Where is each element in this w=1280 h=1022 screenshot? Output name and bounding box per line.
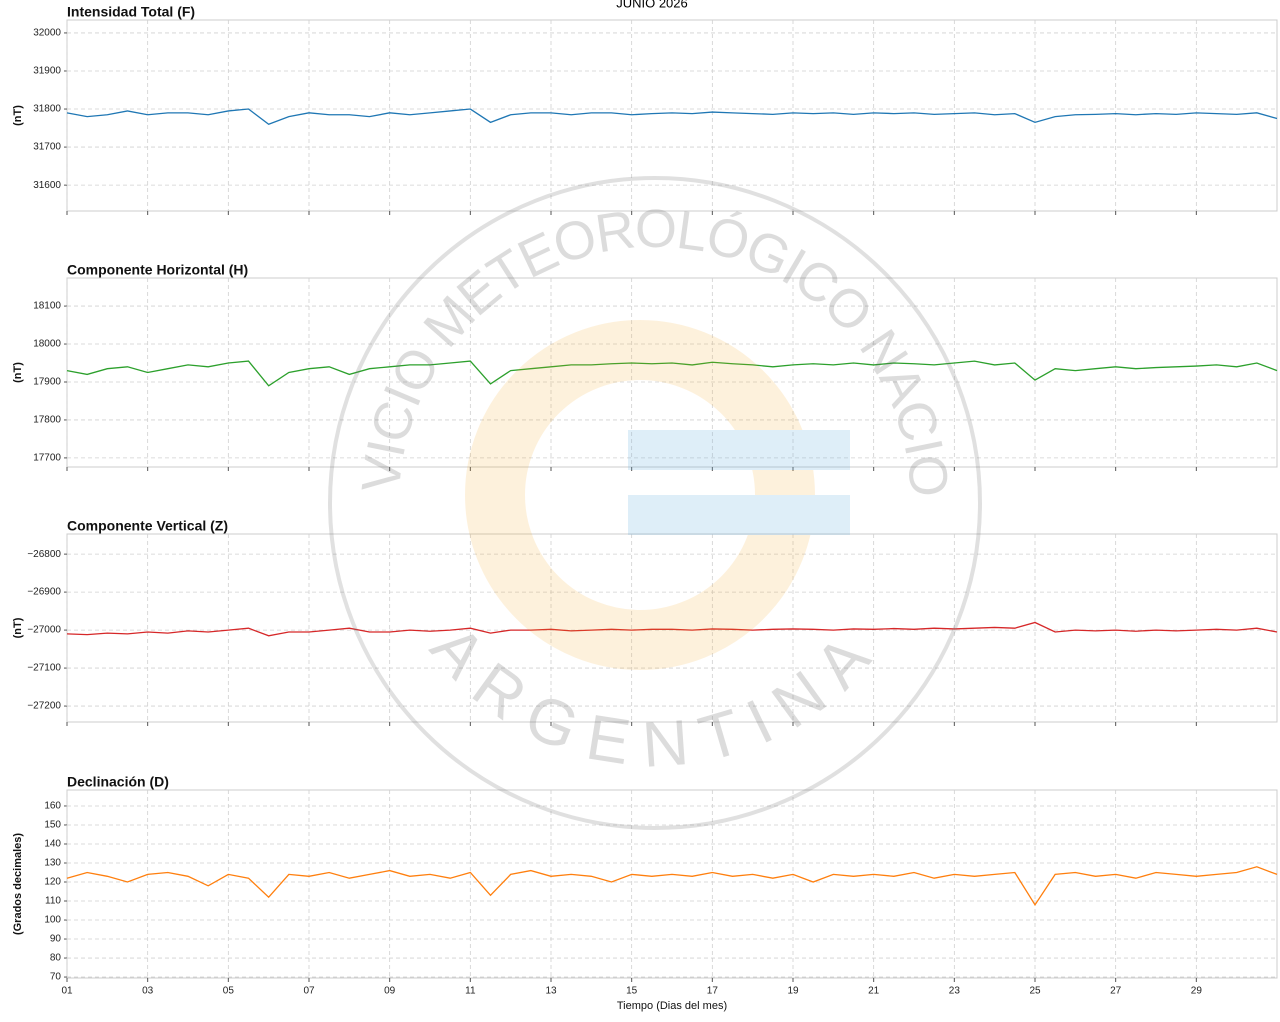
x-tick-label: 09 [384,986,396,997]
x-tick-label: 27 [1110,986,1122,997]
x-tick-label: 07 [303,986,315,997]
x-tick-label: 17 [707,986,719,997]
x-tick-label: 21 [868,986,880,997]
y-axis-label: (nT) [12,617,24,638]
watermark-wave [628,495,850,535]
y-tick-label: 17800 [33,415,61,426]
y-tick-label: 150 [44,820,61,831]
x-tick-label: 29 [1191,986,1203,997]
y-axis-label: (nT) [12,362,24,383]
plot-area [66,19,1278,212]
panel-title: Declinación (D) [67,774,169,790]
x-axis-label: Tiempo (Dias del mes) [617,1000,727,1012]
y-tick-label: 100 [44,915,61,926]
x-tick-label: 13 [545,986,557,997]
y-tick-label: 31700 [33,142,61,153]
y-tick-label: −27000 [27,625,61,636]
panel-title: Componente Horizontal (H) [67,262,248,278]
x-tick-label: 23 [949,986,961,997]
y-tick-label: 17700 [33,453,61,464]
y-tick-label: 80 [50,953,62,964]
x-tick-label: 11 [465,986,476,997]
y-tick-label: 32000 [33,28,61,39]
y-tick-label: −26900 [27,587,61,598]
data-line [66,108,1278,125]
x-tick-label: 25 [1029,986,1041,997]
y-tick-label: 17900 [33,377,61,388]
data-line [66,360,1278,387]
x-tick-label: 01 [61,986,73,997]
plots: 31600 31700 31800 31900 32000 Intensidad Tota… [12,4,1278,1012]
y-tick-label: 140 [44,839,61,850]
y-tick-label: 31800 [33,104,61,115]
y-tick-label: 31900 [33,66,61,77]
data-line [66,621,1278,637]
panel-title: Intensidad Total (F) [67,4,195,20]
y-tick-label: 120 [44,877,61,888]
page-title: JUNIO 2026 [616,0,688,10]
y-tick-label: 110 [45,896,61,907]
y-tick-label: 160 [44,801,61,812]
x-tick-label: 15 [626,986,638,997]
y-tick-label: 18000 [33,339,61,350]
x-tick-label: 19 [787,986,799,997]
watermark-logo [465,320,815,670]
y-tick-label: 18100 [33,301,61,312]
panel-title: Componente Vertical (Z) [67,518,228,534]
y-axis-label: (Grados decimales) [12,833,24,935]
y-tick-label: 90 [50,934,62,945]
y-tick-label: −27100 [27,663,61,674]
y-axis-label: (nT) [12,105,24,126]
y-tick-label: 130 [44,858,61,869]
watermark-wave [628,430,850,470]
y-tick-label: 31600 [33,180,61,191]
watermark-ring [328,176,982,830]
y-tick-label: 70 [50,972,62,983]
x-tick-label: 03 [142,986,154,997]
data-line [66,866,1278,907]
x-tick-label: 05 [223,986,235,997]
y-tick-label: −26800 [27,549,61,560]
y-tick-label: −27200 [27,701,61,712]
